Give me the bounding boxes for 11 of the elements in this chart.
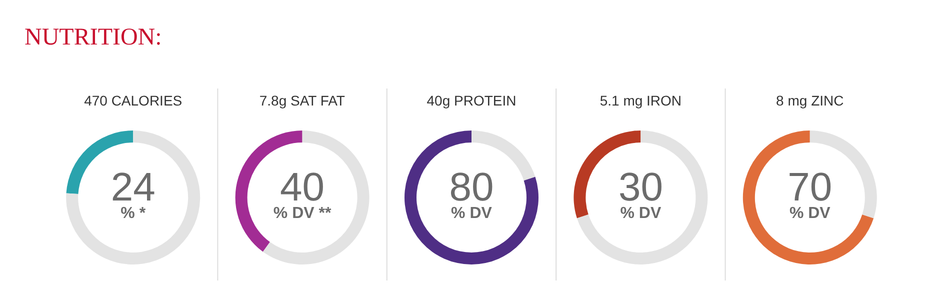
text: % *: [120, 205, 146, 222]
text: % DV: [620, 205, 662, 222]
text: NUTRITION:: [24, 24, 162, 50]
text: % DV: [789, 205, 831, 222]
chart-title: 5.1 mg IRON: [600, 92, 682, 108]
chart-title: 7.8g SAT FAT: [259, 92, 346, 108]
text: % DV **: [273, 205, 332, 222]
chart-title: 40g PROTEIN: [426, 92, 516, 108]
text: % DV: [451, 205, 492, 222]
chart-title: 8 mg ZINC: [776, 92, 844, 108]
chart-title: 470 CALORIES: [84, 92, 182, 108]
